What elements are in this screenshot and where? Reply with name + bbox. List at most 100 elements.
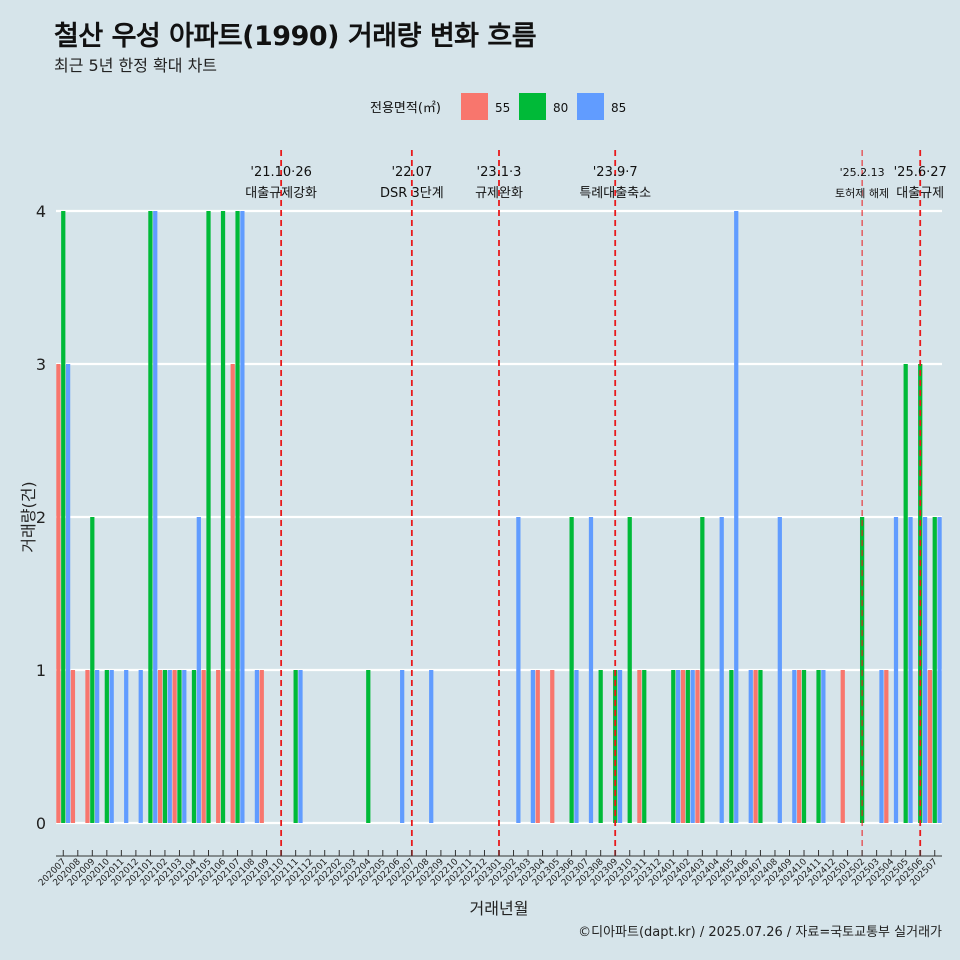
y-tick-label: 0: [36, 814, 46, 833]
bar-85-202206: [400, 670, 405, 823]
bar-80-202009: [90, 517, 95, 823]
y-tick-label: 2: [36, 508, 46, 527]
bar-85-202408: [777, 517, 782, 823]
event-name-label: 대출규제강화: [245, 186, 317, 201]
bar-85-202405: [734, 211, 739, 823]
bar-85-202506: [922, 517, 928, 823]
bar-85-202101: [153, 211, 158, 823]
bar-55-202009: [85, 670, 90, 823]
legend-label-55: 55: [495, 101, 510, 115]
bar-85-202108: [254, 670, 260, 823]
bar-80-202308: [598, 670, 603, 823]
bar-80-202101: [148, 211, 153, 823]
chart-subtitle: 최근 5년 한정 확대 차트: [54, 56, 218, 75]
bar-55-202105: [201, 670, 206, 823]
bar-85-202307: [588, 517, 594, 823]
legend: 전용면적(㎡) 55 80 85: [370, 93, 626, 120]
bar-80-202102: [162, 670, 168, 823]
bar-85-202401: [676, 670, 681, 823]
event-name-label: DSR 3단계: [380, 186, 444, 201]
bar-55-202410: [797, 670, 802, 823]
bar-55-202407: [753, 670, 758, 823]
bar-85-202504: [893, 517, 899, 823]
bar-85-202404: [719, 517, 724, 823]
bar-80-202411: [816, 670, 821, 823]
event-date-label: '22.07: [391, 165, 432, 180]
bar-55-202109: [259, 670, 264, 823]
legend-label-80: 80: [553, 101, 568, 115]
bar-85-202302: [516, 517, 521, 823]
bar-80-202306: [569, 517, 574, 823]
bar-80-202204: [366, 670, 371, 823]
bar-80-202402: [685, 670, 690, 823]
legend-title: 전용면적(㎡): [370, 101, 441, 116]
y-tick-label: 1: [36, 661, 46, 680]
bar-85-202107: [240, 211, 245, 823]
event-name-label: 규제완화: [475, 186, 523, 201]
bar-55-202007: [56, 364, 61, 823]
bar-80-202007: [61, 211, 66, 823]
bar-55-202507: [927, 670, 933, 823]
bar-55-202504: [884, 670, 889, 823]
bar-80-202401: [671, 670, 676, 823]
bar-85-202111: [298, 670, 303, 823]
y-axis-title: 거래량(건): [19, 481, 38, 552]
bar-85-202009: [95, 670, 100, 823]
x-axis-title: 거래년월: [470, 899, 529, 918]
bar-85-202411: [821, 670, 826, 823]
bar-85-202409: [792, 670, 797, 823]
event-name-label: 특례대출축소: [579, 186, 651, 201]
bar-55-202305: [550, 670, 555, 823]
legend-swatch-80: [519, 93, 546, 120]
bar-80-202407: [758, 670, 763, 823]
bar-85-202103: [182, 670, 187, 823]
y-tick-label: 3: [36, 355, 46, 374]
bar-55-202103: [172, 670, 177, 823]
event-date-label: '25.6·27: [894, 165, 947, 180]
bar-85-202208: [429, 670, 434, 823]
bar-55-202403: [695, 670, 700, 823]
legend-label-85: 85: [611, 101, 626, 115]
bar-85-202503: [879, 670, 884, 823]
bar-55-202501: [840, 670, 845, 823]
event-date-label: '21.10·26: [250, 165, 311, 180]
bar-85-202007: [65, 364, 71, 823]
event-date-label: '23.1·3: [477, 165, 522, 180]
bar-85-202402: [690, 670, 695, 823]
bar-85-202010: [109, 670, 114, 823]
bar-80-202403: [700, 517, 705, 823]
y-tick-label: 4: [36, 202, 46, 221]
bar-80-202104: [191, 670, 197, 823]
bar-80-202405: [729, 670, 734, 823]
chart-title: 철산 우성 아파트(1990) 거래량 변화 흐름: [54, 21, 537, 52]
bar-85-202104: [196, 517, 201, 823]
bar-80-202103: [177, 670, 182, 823]
bar-80-202505: [903, 364, 908, 823]
event-date-label: '25.2.13: [840, 166, 885, 179]
event-date-label: '23.9·7: [593, 165, 638, 180]
legend-swatch-55: [461, 93, 488, 120]
source-caption: ©디아파트(dapt.kr) / 2025.07.26 / 자료=국토교통부 실…: [578, 925, 942, 940]
bar-85-202306: [574, 670, 579, 823]
bars: [56, 211, 942, 823]
bar-80-202106: [220, 211, 226, 823]
bar-85-202309: [617, 670, 623, 823]
bar-85-202507: [937, 517, 942, 823]
event-name-label: 대출규제: [896, 186, 944, 201]
bar-85-202505: [908, 517, 913, 823]
bar-55-202008: [70, 670, 76, 823]
bar-80-202310: [627, 517, 632, 823]
bar-80-202309: [613, 670, 618, 823]
bar-80-202107: [235, 211, 240, 823]
bar-55-202107: [230, 364, 235, 823]
legend-swatch-85: [577, 93, 604, 120]
bar-55-202106: [216, 670, 221, 823]
bar-85-202303: [530, 670, 536, 823]
bar-80-202010: [104, 670, 109, 823]
bar-80-202410: [801, 670, 807, 823]
bar-85-202406: [748, 670, 753, 823]
bar-80-202507: [932, 517, 937, 823]
bar-85-202102: [167, 670, 172, 823]
bar-55-202402: [680, 670, 686, 823]
